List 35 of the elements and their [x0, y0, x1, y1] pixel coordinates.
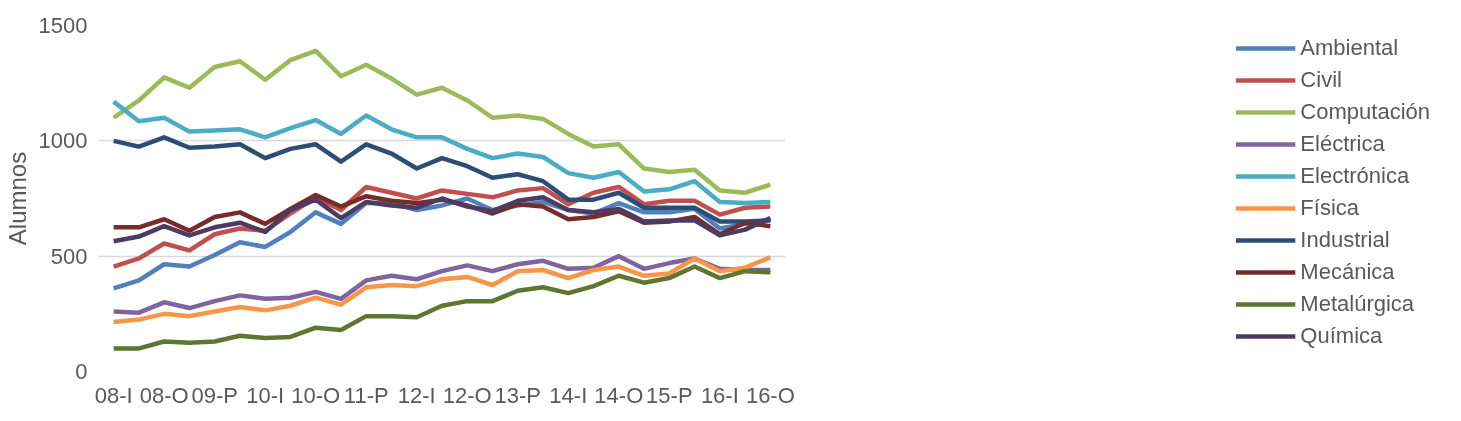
x-tick-label: 08-I — [94, 382, 133, 408]
line-series — [111, 264, 773, 351]
x-tick-label: 09-P — [191, 382, 238, 408]
legend-label: Física — [1300, 195, 1360, 221]
legend-label: Química — [1300, 323, 1383, 349]
line-series — [111, 135, 773, 224]
legend-label: Ambiental — [1300, 35, 1399, 61]
x-tick-label: 16-O — [745, 382, 795, 408]
x-tick-label: 11-P — [343, 382, 389, 408]
legend-label: Mecánica — [1300, 259, 1395, 285]
legend-label: Computación — [1300, 99, 1430, 125]
legend-label: Industrial — [1300, 227, 1390, 253]
legend-label: Metalúrgica — [1300, 291, 1415, 317]
legend-label: Electrónica — [1300, 163, 1410, 189]
y-tick-label: 500 — [50, 243, 88, 269]
y-tick-label: 0 — [75, 359, 88, 384]
x-tick-label: 14-I — [549, 382, 588, 408]
x-tick-label: 16-I — [700, 382, 739, 408]
y-tick-label: 1000 — [38, 128, 88, 154]
x-tick-label: 15-P — [646, 382, 693, 408]
legend-label: Civil — [1300, 67, 1342, 93]
x-tick-label: 12-I — [397, 382, 436, 408]
line-series — [111, 48, 773, 195]
x-tick-label: 10-O — [291, 382, 341, 408]
x-tick-label: 10-I — [246, 382, 285, 408]
y-tick-label: 1500 — [38, 13, 88, 38]
x-tick-label: 13-P — [494, 382, 542, 408]
y-axis-title: Alumnos — [3, 151, 31, 246]
x-tick-label: 08-O — [139, 382, 189, 408]
x-tick-label: 14-O — [594, 382, 644, 408]
line-series — [111, 195, 773, 244]
x-tick-label: 12-O — [442, 382, 492, 408]
line-series — [111, 99, 773, 206]
line-series — [111, 255, 773, 325]
legend-label: Eléctrica — [1300, 131, 1385, 157]
